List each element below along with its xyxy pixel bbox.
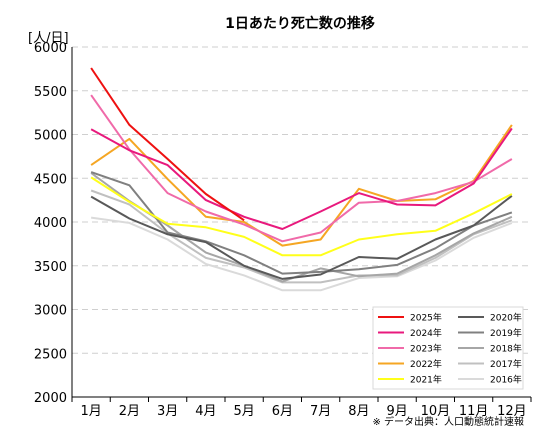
x-tick-label: 5月 bbox=[233, 404, 254, 419]
y-tick-labels: 2000 2500 3000 3500 4000 4500 5000 5500 6000 bbox=[34, 41, 67, 406]
series-line-2017年 bbox=[90, 189, 513, 284]
series-line-2023年 bbox=[90, 94, 513, 243]
legend-label: 2019年 bbox=[490, 327, 522, 339]
chart-title: 1日あたり死亡数の推移 bbox=[225, 15, 375, 32]
y-tick-label: 4000 bbox=[34, 216, 67, 231]
y-tick-label: 2000 bbox=[34, 391, 67, 406]
series-lines bbox=[90, 67, 513, 292]
series-line-2018年 bbox=[90, 172, 513, 283]
x-tick-label: 11月 bbox=[459, 404, 489, 419]
y-tick-label: 5500 bbox=[34, 85, 67, 100]
y-tick-label: 6000 bbox=[34, 41, 67, 56]
legend-label: 2024年 bbox=[410, 327, 442, 339]
y-axis-unit-label: [人/日] bbox=[28, 31, 69, 46]
y-tick-label: 4500 bbox=[34, 172, 67, 187]
legend-label: 2025年 bbox=[410, 312, 442, 324]
x-tick-label: 7月 bbox=[310, 404, 331, 419]
x-tick-labels: 1月 2月 3月 4月 5月 6月 7月 8月 9月 10月 11月 12月 bbox=[80, 404, 526, 419]
x-tick-label: 4月 bbox=[195, 404, 216, 419]
legend-label: 2022年 bbox=[410, 358, 442, 370]
legend-label: 2018年 bbox=[490, 343, 522, 355]
legend-label: 2017年 bbox=[490, 358, 522, 370]
x-tick-label: 10月 bbox=[421, 404, 451, 419]
x-tick-label: 6月 bbox=[272, 404, 293, 419]
x-tick-label: 12月 bbox=[497, 404, 527, 419]
source-note: ※ データ出典：人口動態統計速報 bbox=[372, 415, 524, 428]
y-tick-label: 3000 bbox=[34, 304, 67, 319]
legend-label: 2021年 bbox=[410, 374, 442, 386]
legend-label: 2016年 bbox=[490, 374, 522, 386]
x-tick-label: 8月 bbox=[348, 404, 369, 419]
legend-label: 2023年 bbox=[410, 343, 442, 355]
series-line-2020年 bbox=[90, 195, 513, 280]
y-tick-label: 3500 bbox=[34, 260, 67, 275]
x-tick-label: 9月 bbox=[386, 404, 407, 419]
legend-label: 2020年 bbox=[490, 312, 522, 324]
series-line-2016年 bbox=[90, 216, 513, 292]
x-tick-label: 1月 bbox=[80, 404, 101, 419]
series-line-2021年 bbox=[90, 176, 513, 257]
x-tick-label: 3月 bbox=[157, 404, 178, 419]
x-tick-label: 2月 bbox=[119, 404, 140, 419]
legend: 2025年 2024年 2023年 2022年 2021年 2020年 2019年 2018年… bbox=[372, 306, 524, 390]
series-line-2024年 bbox=[90, 127, 513, 230]
series-line-2025年 bbox=[90, 67, 245, 222]
series-line-2019年 bbox=[90, 171, 513, 275]
y-tick-label: 5000 bbox=[34, 129, 67, 144]
axes bbox=[71, 47, 532, 402]
series-line-2022年 bbox=[90, 124, 513, 247]
y-tick-label: 2500 bbox=[34, 347, 67, 362]
